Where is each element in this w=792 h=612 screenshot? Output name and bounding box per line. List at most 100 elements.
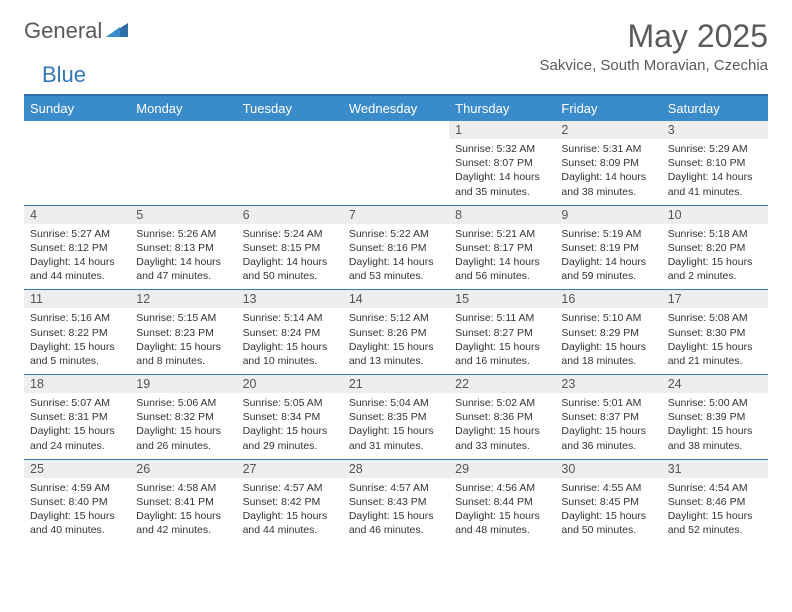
calendar-table: Sunday Monday Tuesday Wednesday Thursday…	[24, 96, 768, 543]
sunset-text: Sunset: 8:13 PM	[136, 241, 230, 255]
sunrise-text: Sunrise: 5:31 AM	[561, 142, 655, 156]
calendar-day-cell: 8Sunrise: 5:21 AMSunset: 8:17 PMDaylight…	[449, 205, 555, 290]
calendar-day-cell: 27Sunrise: 4:57 AMSunset: 8:42 PMDayligh…	[237, 459, 343, 543]
calendar-day-cell: 7Sunrise: 5:22 AMSunset: 8:16 PMDaylight…	[343, 205, 449, 290]
sunset-text: Sunset: 8:20 PM	[668, 241, 762, 255]
calendar-day-cell: 30Sunrise: 4:55 AMSunset: 8:45 PMDayligh…	[555, 459, 661, 543]
sunrise-text: Sunrise: 5:27 AM	[30, 227, 124, 241]
sunrise-text: Sunrise: 5:26 AM	[136, 227, 230, 241]
daylight-text: Daylight: 14 hours and 56 minutes.	[455, 255, 549, 283]
sunset-text: Sunset: 8:16 PM	[349, 241, 443, 255]
calendar-day-cell: 19Sunrise: 5:06 AMSunset: 8:32 PMDayligh…	[130, 375, 236, 460]
daylight-text: Daylight: 15 hours and 18 minutes.	[561, 340, 655, 368]
daylight-text: Daylight: 15 hours and 16 minutes.	[455, 340, 549, 368]
day-number: 14	[343, 290, 449, 308]
daylight-text: Daylight: 15 hours and 40 minutes.	[30, 509, 124, 537]
daylight-text: Daylight: 15 hours and 8 minutes.	[136, 340, 230, 368]
day-details: Sunrise: 5:06 AMSunset: 8:32 PMDaylight:…	[134, 396, 232, 453]
sunset-text: Sunset: 8:45 PM	[561, 495, 655, 509]
calendar-day-cell: 22 Sunrise: 5:02 AMSunset: 8:36 PMDayligh…	[449, 375, 555, 460]
daylight-text: Daylight: 15 hours and 50 minutes.	[561, 509, 655, 537]
sunrise-text: Sunrise: 5:32 AM	[455, 142, 549, 156]
calendar-day-cell: 21Sunrise: 5:04 AMSunset: 8:35 PMDayligh…	[343, 375, 449, 460]
sunrise-text: Sunrise: 4:56 AM	[455, 481, 549, 495]
daylight-text: Daylight: 15 hours and 46 minutes.	[349, 509, 443, 537]
calendar-day-cell: 24Sunrise: 5:00 AMSunset: 8:39 PMDayligh…	[662, 375, 768, 460]
sunset-text: Sunset: 8:10 PM	[668, 156, 762, 170]
sunrise-text: Sunrise: 4:57 AM	[243, 481, 337, 495]
day-number: 6	[237, 206, 343, 224]
sunset-text: Sunset: 8:39 PM	[668, 410, 762, 424]
day-details: Sunrise: 5:19 AMSunset: 8:19 PMDaylight:…	[559, 227, 657, 284]
day-number: 28	[343, 460, 449, 478]
sunset-text: Sunset: 8:34 PM	[243, 410, 337, 424]
day-details: Sunrise: 5:08 AMSunset: 8:30 PMDaylight:…	[666, 311, 764, 368]
sunset-text: Sunset: 8:32 PM	[136, 410, 230, 424]
sunrise-text: Sunrise: 5:24 AM	[243, 227, 337, 241]
calendar-day-cell	[343, 121, 449, 205]
day-number: 22	[449, 375, 555, 393]
sunset-text: Sunset: 8:46 PM	[668, 495, 762, 509]
calendar-day-cell: 5 Sunrise: 5:26 AMSunset: 8:13 PMDaylight…	[130, 205, 236, 290]
daylight-text: Daylight: 15 hours and 13 minutes.	[349, 340, 443, 368]
daylight-text: Daylight: 15 hours and 2 minutes.	[668, 255, 762, 283]
day-number: 5	[130, 206, 236, 224]
sunset-text: Sunset: 8:29 PM	[561, 326, 655, 340]
calendar-day-cell: 17Sunrise: 5:08 AMSunset: 8:30 PMDayligh…	[662, 290, 768, 375]
daylight-text: Daylight: 15 hours and 36 minutes.	[561, 424, 655, 452]
day-details: Sunrise: 4:58 AMSunset: 8:41 PMDaylight:…	[134, 481, 232, 538]
day-number: 4	[24, 206, 130, 224]
calendar-day-cell: 6 Sunrise: 5:24 AMSunset: 8:15 PMDaylight…	[237, 205, 343, 290]
day-details: Sunrise: 5:14 AMSunset: 8:24 PMDaylight:…	[241, 311, 339, 368]
day-details: Sunrise: 5:12 AMSunset: 8:26 PMDaylight:…	[347, 311, 445, 368]
day-details: Sunrise: 5:04 AMSunset: 8:35 PMDaylight:…	[347, 396, 445, 453]
day-number: 9	[555, 206, 661, 224]
calendar-week-row: 11Sunrise: 5:16 AMSunset: 8:22 PMDayligh…	[24, 290, 768, 375]
day-details: Sunrise: 5:32 AMSunset: 8:07 PMDaylight:…	[453, 142, 551, 199]
daylight-text: Daylight: 15 hours and 24 minutes.	[30, 424, 124, 452]
day-number: 3	[662, 121, 768, 139]
sunrise-text: Sunrise: 5:15 AM	[136, 311, 230, 325]
day-details: Sunrise: 4:55 AMSunset: 8:45 PMDaylight:…	[559, 481, 657, 538]
day-number	[24, 121, 130, 125]
calendar-day-cell: 10Sunrise: 5:18 AMSunset: 8:20 PMDayligh…	[662, 205, 768, 290]
sunset-text: Sunset: 8:36 PM	[455, 410, 549, 424]
calendar-day-cell: 11Sunrise: 5:16 AMSunset: 8:22 PMDayligh…	[24, 290, 130, 375]
day-details: Sunrise: 5:24 AMSunset: 8:15 PMDaylight:…	[241, 227, 339, 284]
weekday-header: Thursday	[449, 96, 555, 121]
sunrise-text: Sunrise: 5:21 AM	[455, 227, 549, 241]
day-details: Sunrise: 5:31 AMSunset: 8:09 PMDaylight:…	[559, 142, 657, 199]
day-number	[130, 121, 236, 125]
day-number: 16	[555, 290, 661, 308]
sunrise-text: Sunrise: 4:54 AM	[668, 481, 762, 495]
sunrise-text: Sunrise: 5:10 AM	[561, 311, 655, 325]
day-number: 7	[343, 206, 449, 224]
day-number: 18	[24, 375, 130, 393]
daylight-text: Daylight: 15 hours and 31 minutes.	[349, 424, 443, 452]
calendar-day-cell: 23Sunrise: 5:01 AMSunset: 8:37 PMDayligh…	[555, 375, 661, 460]
day-number	[237, 121, 343, 125]
sunrise-text: Sunrise: 5:18 AM	[668, 227, 762, 241]
daylight-text: Daylight: 14 hours and 35 minutes.	[455, 170, 549, 198]
day-details: Sunrise: 4:54 AMSunset: 8:46 PMDaylight:…	[666, 481, 764, 538]
weekday-header: Tuesday	[237, 96, 343, 121]
sunset-text: Sunset: 8:24 PM	[243, 326, 337, 340]
day-number: 11	[24, 290, 130, 308]
calendar-page: General May 2025 Sakvice, South Moravian…	[0, 0, 792, 553]
sunrise-text: Sunrise: 5:11 AM	[455, 311, 549, 325]
calendar-day-cell: 3Sunrise: 5:29 AMSunset: 8:10 PMDaylight…	[662, 121, 768, 205]
daylight-text: Daylight: 15 hours and 44 minutes.	[243, 509, 337, 537]
logo-triangle-icon	[106, 21, 128, 42]
day-details: Sunrise: 5:01 AMSunset: 8:37 PMDaylight:…	[559, 396, 657, 453]
sunset-text: Sunset: 8:12 PM	[30, 241, 124, 255]
daylight-text: Daylight: 15 hours and 42 minutes.	[136, 509, 230, 537]
calendar-day-cell: 28Sunrise: 4:57 AMSunset: 8:43 PMDayligh…	[343, 459, 449, 543]
day-details: Sunrise: 5:26 AMSunset: 8:13 PMDaylight:…	[134, 227, 232, 284]
sunrise-text: Sunrise: 5:01 AM	[561, 396, 655, 410]
day-details: Sunrise: 5:02 AMSunset: 8:36 PMDaylight:…	[453, 396, 551, 453]
sunrise-text: Sunrise: 5:06 AM	[136, 396, 230, 410]
title-block: May 2025 Sakvice, South Moravian, Czechi…	[540, 18, 768, 74]
day-details: Sunrise: 5:10 AMSunset: 8:29 PMDaylight:…	[559, 311, 657, 368]
daylight-text: Daylight: 15 hours and 5 minutes.	[30, 340, 124, 368]
sunrise-text: Sunrise: 4:55 AM	[561, 481, 655, 495]
